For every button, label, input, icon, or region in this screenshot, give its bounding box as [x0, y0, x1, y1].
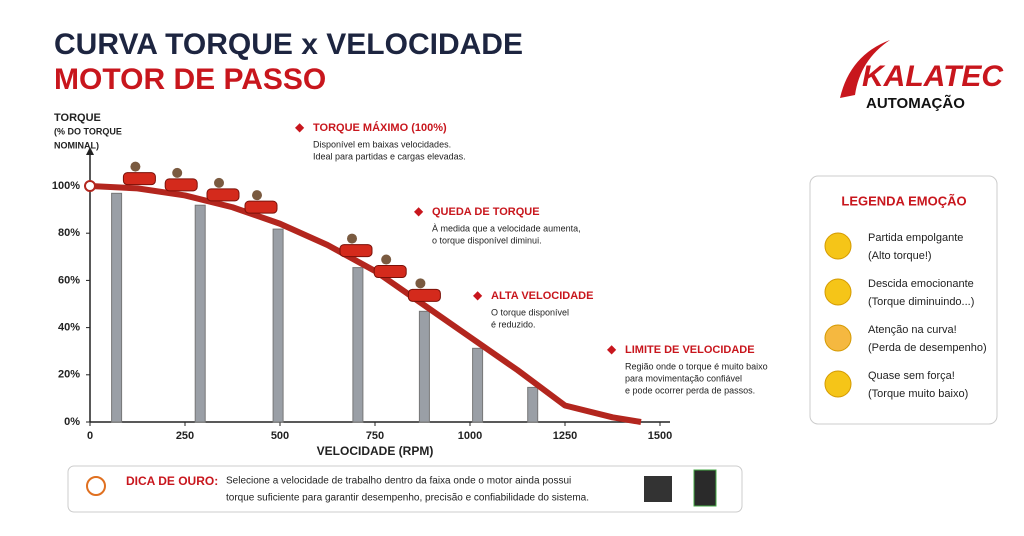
motor-icon: [644, 476, 672, 502]
annotation-text: O torque disponível: [491, 307, 569, 317]
support-pillar: [111, 192, 123, 423]
rider: [381, 254, 392, 265]
y-tick-label: 40%: [58, 322, 80, 334]
annotation-text: Disponível em baixas velocidades.: [313, 139, 451, 149]
coaster-car: [122, 172, 156, 186]
y-axis-label: (% DO TORQUE: [54, 126, 122, 136]
driver-icon: [693, 469, 717, 507]
x-tick-label: 750: [366, 430, 384, 442]
annotation-title: QUEDA DE TORQUE: [432, 206, 540, 218]
start-point: [84, 180, 96, 192]
annotation-text: Região onde o torque é muito baixo: [625, 361, 768, 371]
logo-swoosh: [840, 40, 890, 98]
coaster-car: [407, 288, 441, 302]
emotion-icon: [824, 232, 852, 260]
x-tick-label: 500: [271, 430, 289, 442]
support-pillar: [194, 204, 206, 423]
y-axis-label: NOMINAL): [54, 140, 99, 150]
x-tick-label: 1250: [553, 430, 577, 442]
legend-text: (Alto torque!): [868, 250, 932, 262]
coaster-car: [164, 178, 198, 192]
support-pillar: [418, 310, 430, 423]
x-tick-label: 250: [176, 430, 194, 442]
emotion-icon: [824, 278, 852, 306]
logo-brand: KALATEC: [862, 60, 1004, 93]
rider: [252, 190, 262, 201]
y-axis-label: TORQUE: [54, 112, 101, 124]
y-axis-arrow: [86, 147, 94, 155]
annotation-text: Ideal para partidas e cargas elevadas.: [313, 151, 466, 161]
annotation-icon: ◆: [473, 288, 483, 302]
legend-title: LEGENDA EMOÇÃO: [841, 193, 966, 208]
y-tick-label: 20%: [58, 369, 80, 381]
emotion-icon: [824, 370, 852, 398]
annotation-text: À medida que a velocidade aumenta,: [432, 223, 581, 233]
x-tick-label: 1500: [648, 430, 672, 442]
support-pillar: [272, 228, 284, 423]
tip-box: [67, 465, 743, 513]
tip-text: Selecione a velocidade de trabalho dentr…: [226, 476, 571, 487]
legend-text: (Perda de desempenho): [868, 342, 987, 354]
chart-subtitle: MOTOR DE PASSO: [54, 63, 326, 96]
rider: [415, 278, 426, 289]
rider: [214, 177, 224, 188]
legend-text: Quase sem força!: [868, 370, 955, 382]
legend-box: [809, 175, 998, 425]
annotation-icon: ◆: [607, 342, 617, 356]
tip-text: torque suficiente para garantir desempen…: [226, 493, 589, 504]
annotation-text: para movimentação confiável: [625, 373, 742, 383]
x-tick-label: 0: [87, 430, 93, 442]
annotation-text: e pode ocorrer perda de passos.: [625, 385, 755, 395]
coaster-car: [206, 188, 240, 202]
annotation-icon: ◆: [295, 120, 305, 134]
annotation-title: TORQUE MÁXIMO (100%): [313, 121, 447, 134]
legend-text: Partida empolgante: [868, 232, 963, 244]
rider: [172, 167, 183, 178]
annotation-title: LIMITE DE VELOCIDADE: [625, 344, 755, 356]
support-pillar: [472, 347, 484, 423]
coaster-car: [373, 265, 407, 279]
torque-curve: [89, 183, 642, 425]
emotion-icon: [824, 324, 852, 352]
logo-tagline: AUTOMAÇÃO: [866, 94, 965, 112]
legend-text: Descida emocionante: [868, 278, 974, 290]
tip-label: DICA DE OURO:: [126, 474, 218, 488]
tip-icon: [86, 476, 106, 496]
legend-text: (Torque muito baixo): [868, 388, 968, 400]
chart-title: CURVA TORQUE x VELOCIDADE: [54, 28, 523, 61]
y-tick-label: 80%: [58, 227, 80, 239]
coaster-car: [244, 200, 278, 214]
rider: [347, 233, 357, 244]
annotation-text: é reduzido.: [491, 319, 536, 329]
y-tick-label: 100%: [52, 180, 80, 192]
support-pillar: [527, 386, 539, 423]
x-axis-label: VELOCIDADE (RPM): [317, 444, 434, 458]
support-pillar: [352, 267, 364, 423]
x-tick-label: 1000: [458, 430, 482, 442]
coaster-car: [339, 244, 373, 258]
y-tick-label: 0%: [64, 416, 80, 428]
annotation-title: ALTA VELOCIDADE: [491, 290, 593, 302]
legend-text: Atenção na curva!: [868, 324, 957, 336]
legend-text: (Torque diminuindo...): [868, 296, 974, 308]
y-tick-label: 60%: [58, 274, 80, 286]
rider: [130, 161, 141, 172]
annotation-icon: ◆: [414, 204, 424, 218]
annotation-text: o torque disponível diminui.: [432, 235, 542, 245]
